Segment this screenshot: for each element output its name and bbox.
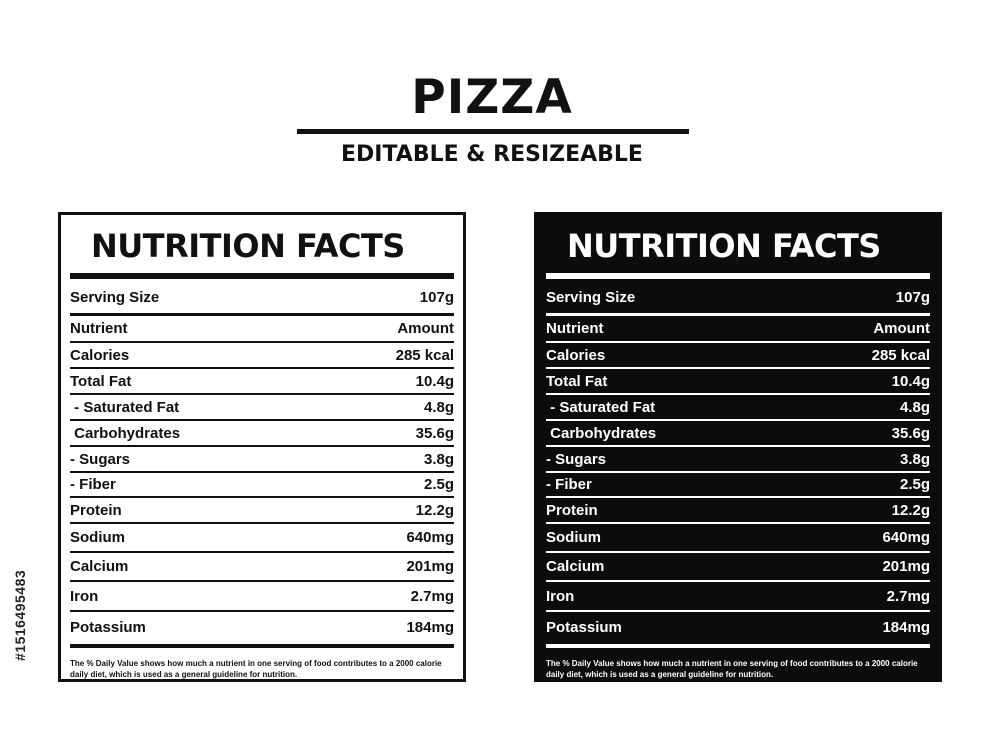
nutrient-label: Nutrient [70,320,128,337]
nutrient-label: - Fiber [70,476,116,493]
nutrient-label: Calories [546,346,606,364]
nutrient-value: 640mg [882,529,930,546]
nutrient-value: 35.6g [415,424,454,442]
table-end-rule [70,644,454,648]
nutrient-row: Potassium 184mg [70,612,454,642]
nutrient-label: Calcium [546,558,605,575]
nutrient-row: Calories 285 kcal [70,343,454,369]
nutrient-label: Calories [70,346,130,364]
nutrient-label: Iron [546,587,575,605]
nutrient-label: Sodium [546,529,601,546]
stock-id: #1516495483 [12,569,28,661]
serving-size-value: 107g [895,288,930,306]
nutrient-value: 184mg [406,618,454,636]
serving-size-label: Serving Size [546,288,636,306]
nutrition-label-dark: NUTRITION FACTS Serving Size 107g Nutrie… [534,212,942,682]
serving-size-value: 107g [419,288,454,306]
nutrient-value: 2.5g [899,476,930,493]
nutrient-label: Total Fat [70,372,132,390]
serving-rule [546,313,930,316]
serving-rule [70,313,454,316]
nutrient-row: Sodium 640mg [546,524,930,553]
nutrient-row: Sodium 640mg [70,524,454,553]
nutrient-value: 10.4g [891,372,930,390]
nutrient-label: - Saturated Fat [546,398,656,416]
nutrient-value: 4.8g [423,398,454,416]
nutrient-row: Iron 2.7mg [546,582,930,612]
nutrient-row: Protein 12.2g [546,498,930,524]
nutrient-label: Total Fat [546,372,608,390]
nutrient-label: Carbohydrates [70,424,181,442]
nutrient-value: 3.8g [899,450,930,468]
nutrient-value: 201mg [406,558,454,575]
page-title: PIZZA [411,70,573,125]
nutrient-label: - Fiber [546,476,592,493]
nutrient-label: Iron [70,587,99,605]
nutrient-row: - Fiber 2.5g [546,473,930,498]
nutrient-value: 184mg [882,618,930,636]
nutrient-value: 285 kcal [395,346,454,364]
nutrient-row: Total Fat 10.4g [546,369,930,395]
nutrient-row: Calories 285 kcal [546,343,930,369]
nutrient-label: - Sugars [546,450,607,468]
nutrient-value: 12.2g [415,501,454,519]
nutrient-row: Nutrient Amount [546,316,930,343]
nutrient-value: 10.4g [415,372,454,390]
heading-rule [70,273,454,279]
serving-size-label: Serving Size [70,288,160,306]
nutrient-row: Calcium 201mg [546,553,930,582]
nutrient-value: Amount [873,320,930,337]
nutrient-row: Nutrient Amount [70,316,454,343]
nutrient-row: - Fiber 2.5g [70,473,454,498]
serving-size-row: Serving Size 107g [546,281,930,313]
nutrient-value: 2.7mg [886,587,930,605]
nutrient-rows: Nutrient Amount Calories 285 kcal Total Fat 1… [546,316,930,642]
nutrient-row: Protein 12.2g [70,498,454,524]
nutrient-label: - Sugars [70,450,131,468]
nutrient-label: - Saturated Fat [70,398,180,416]
nutrient-value: 2.5g [423,476,454,493]
table-end-rule [546,644,930,648]
page-subtitle: EDITABLE & RESIZEABLE [341,142,643,167]
nutrient-row: - Saturated Fat 4.8g [70,395,454,421]
daily-value-footnote: The % Daily Value shows how much a nutri… [546,659,918,679]
nutrition-facts-heading: NUTRITION FACTS [91,227,405,265]
nutrient-row: Carbohydrates 35.6g [546,421,930,447]
nutrient-value: Amount [397,320,454,337]
nutrient-label: Sodium [70,529,125,546]
nutrition-facts-heading: NUTRITION FACTS [567,227,881,265]
nutrient-row: Carbohydrates 35.6g [70,421,454,447]
nutrient-value: 285 kcal [871,346,930,364]
nutrient-row: Calcium 201mg [70,553,454,582]
nutrient-row: Iron 2.7mg [70,582,454,612]
nutrient-value: 4.8g [899,398,930,416]
title-underline [297,129,689,134]
nutrient-label: Nutrient [546,320,604,337]
nutrient-value: 201mg [882,558,930,575]
heading-rule [546,273,930,279]
nutrient-label: Carbohydrates [546,424,657,442]
nutrient-label: Potassium [70,618,146,636]
nutrient-value: 640mg [406,529,454,546]
nutrient-label: Potassium [546,618,622,636]
nutrition-label-light: NUTRITION FACTS Serving Size 107g Nutrie… [58,212,466,682]
nutrient-row: - Saturated Fat 4.8g [546,395,930,421]
nutrient-value: 2.7mg [410,587,454,605]
nutrient-row: - Sugars 3.8g [546,447,930,473]
nutrient-row: Total Fat 10.4g [70,369,454,395]
nutrient-label: Protein [70,501,122,519]
nutrient-label: Protein [546,501,598,519]
serving-size-row: Serving Size 107g [70,281,454,313]
daily-value-footnote: The % Daily Value shows how much a nutri… [70,659,442,679]
nutrient-value: 3.8g [423,450,454,468]
nutrient-value: 35.6g [891,424,930,442]
nutrient-value: 12.2g [891,501,930,519]
nutrient-label: Calcium [70,558,129,575]
nutrient-row: - Sugars 3.8g [70,447,454,473]
nutrient-row: Potassium 184mg [546,612,930,642]
nutrient-rows: Nutrient Amount Calories 285 kcal Total Fat 1… [70,316,454,642]
